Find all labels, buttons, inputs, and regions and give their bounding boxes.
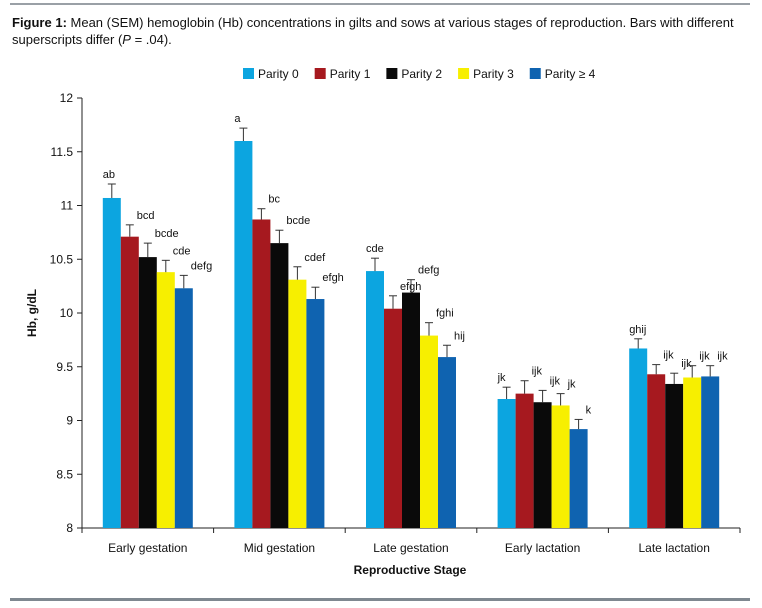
bar	[402, 292, 420, 528]
bar	[438, 357, 456, 528]
bar-superscript-label: k	[586, 404, 592, 416]
bar-superscript-label: efgh	[322, 272, 343, 284]
x-category-label: Late lactation	[639, 541, 710, 555]
figure-label: Figure 1:	[12, 15, 67, 30]
bar-superscript-label: bcde	[286, 215, 310, 227]
bar	[174, 288, 193, 528]
bar-superscript-label: ijk	[699, 351, 710, 363]
bar	[533, 402, 552, 528]
bar-superscript-label: a	[234, 113, 241, 125]
bar-superscript-label: ijk	[532, 366, 543, 378]
bar	[629, 348, 648, 528]
y-tick-label: 11	[61, 199, 74, 213]
bar	[515, 393, 534, 528]
bar-superscript-label: ijk	[717, 351, 728, 363]
caption-text: Mean (SEM) hemoglobin (Hb) concentration…	[12, 15, 734, 47]
bar-superscript-label: jk	[497, 372, 506, 384]
caption-text-end: = .04).	[130, 32, 172, 47]
legend-swatch	[529, 68, 541, 79]
legend-label: Parity ≥ 4	[545, 67, 596, 81]
bar-superscript-label: jk	[567, 379, 576, 391]
legend-swatch	[458, 68, 470, 79]
y-tick-label: 9.5	[56, 360, 73, 374]
bar-superscript-label: defg	[191, 260, 212, 272]
bar	[156, 272, 175, 528]
bar	[665, 383, 684, 528]
legend-label: Parity 1	[330, 67, 371, 81]
x-category-label: Early lactation	[505, 541, 580, 555]
bar-superscript-label: ijk	[550, 375, 561, 387]
bar	[138, 257, 157, 528]
y-tick-label: 12	[60, 91, 74, 105]
legend-label: Parity 2	[401, 67, 442, 81]
bar-superscript-label: bcd	[137, 210, 155, 222]
y-tick-label: 8.5	[56, 467, 73, 481]
bar-superscript-label: hij	[454, 330, 465, 342]
y-axis-title: Hb, g/dL	[25, 289, 39, 337]
bar-superscript-label: defg	[418, 265, 439, 277]
bar	[420, 335, 438, 528]
bar	[384, 308, 402, 528]
bar-superscript-label: cde	[366, 243, 384, 255]
x-category-label: Late gestation	[373, 541, 448, 555]
y-tick-label: 11.5	[51, 145, 74, 159]
bar-superscript-label: ghij	[629, 324, 646, 336]
bar-series-group: abbcdbcdecdedefgabcbcdecdefefghcdeefghde…	[102, 113, 728, 529]
bar	[120, 236, 139, 529]
y-tick-label: 8	[66, 521, 73, 535]
bar-superscript-label: cdef	[304, 252, 326, 264]
bar	[497, 399, 516, 528]
top-rule	[10, 3, 750, 5]
bar	[683, 377, 702, 528]
caption-p-symbol: P	[122, 32, 131, 47]
x-axis-title: Reproductive Stage	[354, 563, 467, 577]
bar-superscript-label: fghi	[436, 308, 454, 320]
bar	[102, 197, 121, 528]
bar	[647, 374, 666, 528]
x-category-label: Early gestation	[108, 541, 187, 555]
y-tick-label: 9	[66, 414, 73, 428]
bar	[252, 219, 271, 528]
bar	[270, 243, 289, 528]
bar	[306, 299, 325, 528]
bar-superscript-label: ijk	[663, 350, 674, 362]
legend-swatch	[386, 68, 398, 79]
x-axis: Early gestation Mid gestation Late gestati…	[81, 527, 741, 555]
legend-swatch	[314, 68, 326, 79]
legend-swatch	[243, 68, 254, 79]
bar	[366, 271, 384, 528]
bar-superscript-label: bcde	[155, 228, 179, 240]
y-tick-label: 10	[60, 306, 74, 320]
figure-caption: Figure 1: Mean (SEM) hemoglobin (Hb) con…	[12, 14, 742, 48]
bar-superscript-label: bc	[268, 194, 280, 206]
bar	[551, 405, 570, 528]
bar-superscript-label: cde	[173, 245, 191, 257]
y-axis: 8 8.5 9 9.5 10 10.5 11 11.5 12	[50, 91, 83, 535]
bar	[288, 279, 307, 528]
bar	[701, 376, 720, 528]
bar-superscript-label: ab	[103, 169, 115, 181]
bar	[569, 429, 588, 528]
x-category-label: Mid gestation	[244, 541, 315, 555]
legend-label: Parity 0	[258, 67, 299, 81]
chart-legend: Parity 0 Parity 1 Parity 2 Parity 3 Parity ≥…	[243, 67, 596, 81]
y-tick-label: 10.5	[50, 252, 74, 266]
legend-label: Parity 3	[473, 67, 514, 81]
bar	[234, 141, 253, 528]
bar-superscript-label: ijk	[681, 358, 692, 370]
bottom-rule	[10, 598, 750, 601]
